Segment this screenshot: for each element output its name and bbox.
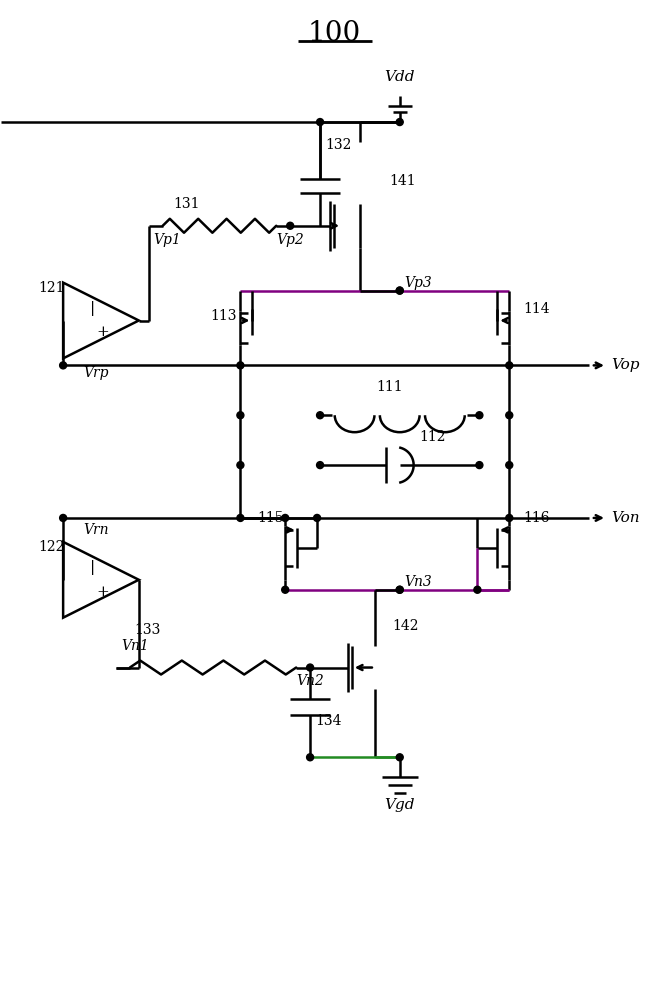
Text: 122: 122	[38, 540, 65, 554]
Circle shape	[396, 287, 403, 294]
Circle shape	[237, 412, 244, 419]
Text: +: +	[97, 325, 110, 339]
Text: Vrn: Vrn	[84, 523, 109, 537]
Circle shape	[282, 586, 289, 593]
Text: 131: 131	[174, 197, 200, 211]
Text: 121: 121	[38, 281, 65, 295]
Text: 114: 114	[523, 302, 550, 316]
Text: 133: 133	[134, 623, 160, 637]
Text: 142: 142	[393, 619, 420, 633]
Text: Von: Von	[611, 511, 639, 525]
Text: 132: 132	[325, 138, 351, 152]
Text: Vdd: Vdd	[385, 70, 415, 84]
Text: Vn1: Vn1	[121, 639, 149, 653]
Text: 115: 115	[257, 511, 284, 525]
Circle shape	[317, 119, 323, 126]
Circle shape	[59, 362, 67, 369]
Circle shape	[474, 586, 481, 593]
Text: 111: 111	[377, 380, 403, 394]
Text: 113: 113	[210, 309, 237, 323]
Text: 141: 141	[389, 174, 416, 188]
Text: Vp2: Vp2	[277, 233, 304, 247]
Circle shape	[237, 514, 244, 521]
Circle shape	[287, 222, 294, 229]
Circle shape	[237, 362, 244, 369]
Circle shape	[307, 754, 313, 761]
Circle shape	[396, 119, 403, 126]
Circle shape	[506, 514, 513, 521]
Circle shape	[506, 462, 513, 469]
Circle shape	[59, 514, 67, 521]
Text: Vp1: Vp1	[154, 233, 182, 247]
Text: 134: 134	[315, 714, 341, 728]
Text: Vrp: Vrp	[84, 366, 109, 380]
Text: +: +	[97, 585, 110, 599]
Text: |: |	[90, 301, 96, 316]
Text: Vgd: Vgd	[385, 798, 415, 812]
Circle shape	[282, 514, 289, 521]
Circle shape	[317, 462, 323, 469]
Circle shape	[237, 462, 244, 469]
Circle shape	[313, 514, 321, 521]
Circle shape	[396, 586, 403, 593]
Text: 112: 112	[420, 430, 446, 444]
Circle shape	[396, 287, 403, 294]
Text: |: |	[90, 560, 96, 575]
Circle shape	[396, 754, 403, 761]
Circle shape	[506, 362, 513, 369]
Circle shape	[476, 462, 483, 469]
Circle shape	[476, 412, 483, 419]
Text: Vp3: Vp3	[405, 276, 432, 290]
Text: 100: 100	[307, 20, 361, 47]
Text: Vn3: Vn3	[405, 575, 432, 589]
Circle shape	[506, 412, 513, 419]
Text: Vn2: Vn2	[296, 674, 324, 688]
Text: Vop: Vop	[611, 358, 639, 372]
Text: 116: 116	[523, 511, 550, 525]
Circle shape	[396, 586, 403, 593]
Circle shape	[307, 664, 313, 671]
Circle shape	[317, 412, 323, 419]
